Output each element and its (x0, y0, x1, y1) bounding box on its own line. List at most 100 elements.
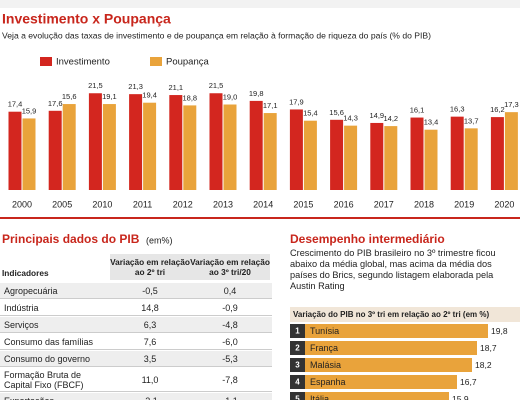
value-label: 17,4 (8, 100, 23, 109)
rank-label: 4 (295, 378, 300, 387)
value-label: 15,9 (22, 106, 37, 115)
table-cell: 6,3 (143, 320, 157, 330)
x-tick-label: 2000 (12, 199, 32, 209)
bar (504, 112, 518, 190)
value-label: 21,5 (209, 81, 224, 90)
side-text: Crescimento do PIB brasileiro no 3º trim… (290, 248, 496, 291)
value-label: 18,8 (182, 93, 197, 102)
bar (183, 105, 197, 190)
table-header: Indicadores (2, 268, 49, 278)
value-label: 19,8 (249, 89, 264, 98)
category-label: Espanha (310, 377, 346, 387)
table-cell: Consumo do governo (4, 354, 91, 364)
category-label: França (310, 343, 338, 353)
bar (209, 93, 223, 190)
bar (424, 129, 438, 190)
value-label: 13,7 (464, 116, 479, 125)
value-label: 19,1 (102, 92, 117, 101)
bar (344, 125, 358, 190)
legend-swatch (40, 57, 52, 66)
value-label: 21,3 (128, 82, 143, 91)
rank-label: 5 (295, 395, 300, 400)
table-header-bg (110, 254, 270, 280)
value-label: 15,6 (62, 92, 77, 101)
bar (370, 122, 384, 190)
x-tick-label: 2018 (414, 199, 434, 209)
table-row-bg (0, 283, 272, 299)
bar (290, 392, 449, 400)
legend-label: Investimento (56, 57, 110, 68)
x-tick-label: 2019 (454, 199, 474, 209)
bar (129, 94, 143, 190)
table-cell: 0,4 (223, 286, 237, 296)
chart-subtitle: Veja a evolução das taxas de investiment… (2, 30, 431, 40)
x-tick-label: 2017 (374, 199, 394, 209)
bar (48, 110, 62, 190)
x-tick-label: 2005 (52, 199, 72, 209)
table-cell: Formação Bruta de Capital Fixo (FBCF) (4, 370, 84, 390)
value-label: 19,0 (223, 92, 238, 101)
table-cell: -0,5 (142, 286, 158, 296)
value-label: 18,7 (480, 343, 497, 353)
x-tick-label: 2020 (494, 199, 514, 209)
x-tick-label: 2013 (213, 199, 233, 209)
top-strip (0, 0, 520, 8)
category-label: Malásia (310, 360, 341, 370)
table-title: Principais dados do PIB (2, 232, 140, 246)
value-label: 14,9 (369, 111, 384, 120)
value-label: 17,3 (504, 100, 519, 109)
table-cell: Exportações (2, 393, 110, 400)
table-cell: -1,1 (190, 393, 270, 400)
table-cell: 7,6 (143, 337, 157, 347)
value-label: 17,1 (263, 101, 278, 110)
rank-label: 1 (295, 327, 300, 336)
table-cell: -7,8 (222, 375, 238, 385)
table-unit: (em%) (146, 235, 173, 245)
rank-box (290, 358, 305, 372)
bar (223, 104, 237, 190)
table-cell: -5,3 (222, 354, 238, 364)
value-label: 16,7 (460, 377, 477, 387)
bar (263, 113, 277, 190)
value-label: 13,4 (424, 118, 439, 127)
value-label: 17,9 (289, 97, 304, 106)
value-label: 14,3 (343, 114, 358, 123)
value-label: 19,4 (142, 91, 157, 100)
table-row-bg (0, 300, 272, 316)
category-label: Tunísia (310, 326, 339, 336)
x-tick-label: 2014 (253, 199, 273, 209)
side-title: Desempenho intermediário (290, 232, 445, 246)
table-header: Variação em relação ao 2º tri (110, 257, 190, 277)
value-label: 15,9 (452, 394, 469, 400)
rank-label: 2 (295, 344, 300, 353)
bar (490, 117, 504, 190)
bar (169, 95, 183, 190)
bar (290, 324, 488, 338)
bar (410, 117, 424, 190)
table-cell: Serviços (4, 320, 39, 330)
table-row-bg (0, 351, 272, 367)
rank-box (290, 341, 305, 355)
table-header: Variação em relação ao 3º tri/20 (190, 257, 270, 277)
table-cell: 14,8 (141, 303, 159, 313)
table-cell: -0,9 (222, 303, 238, 313)
table-cell: Consumo das famílias (4, 337, 94, 347)
x-tick-label: 2015 (293, 199, 313, 209)
table-cell: -2,1 (110, 393, 190, 400)
bar (290, 341, 477, 355)
hbar-title-bg (290, 307, 520, 322)
rank-box (290, 392, 305, 400)
value-label: 15,4 (303, 109, 318, 118)
category-label: Itália (310, 394, 329, 400)
bar (22, 118, 36, 190)
x-tick-label: 2011 (133, 199, 152, 209)
table-cell: 11,0 (141, 375, 159, 385)
bar (62, 104, 76, 190)
bar (143, 102, 157, 190)
table-row-bg (0, 393, 272, 400)
rank-label: 3 (295, 361, 300, 370)
bar (249, 100, 263, 190)
bar (290, 358, 472, 372)
bar (102, 104, 116, 190)
